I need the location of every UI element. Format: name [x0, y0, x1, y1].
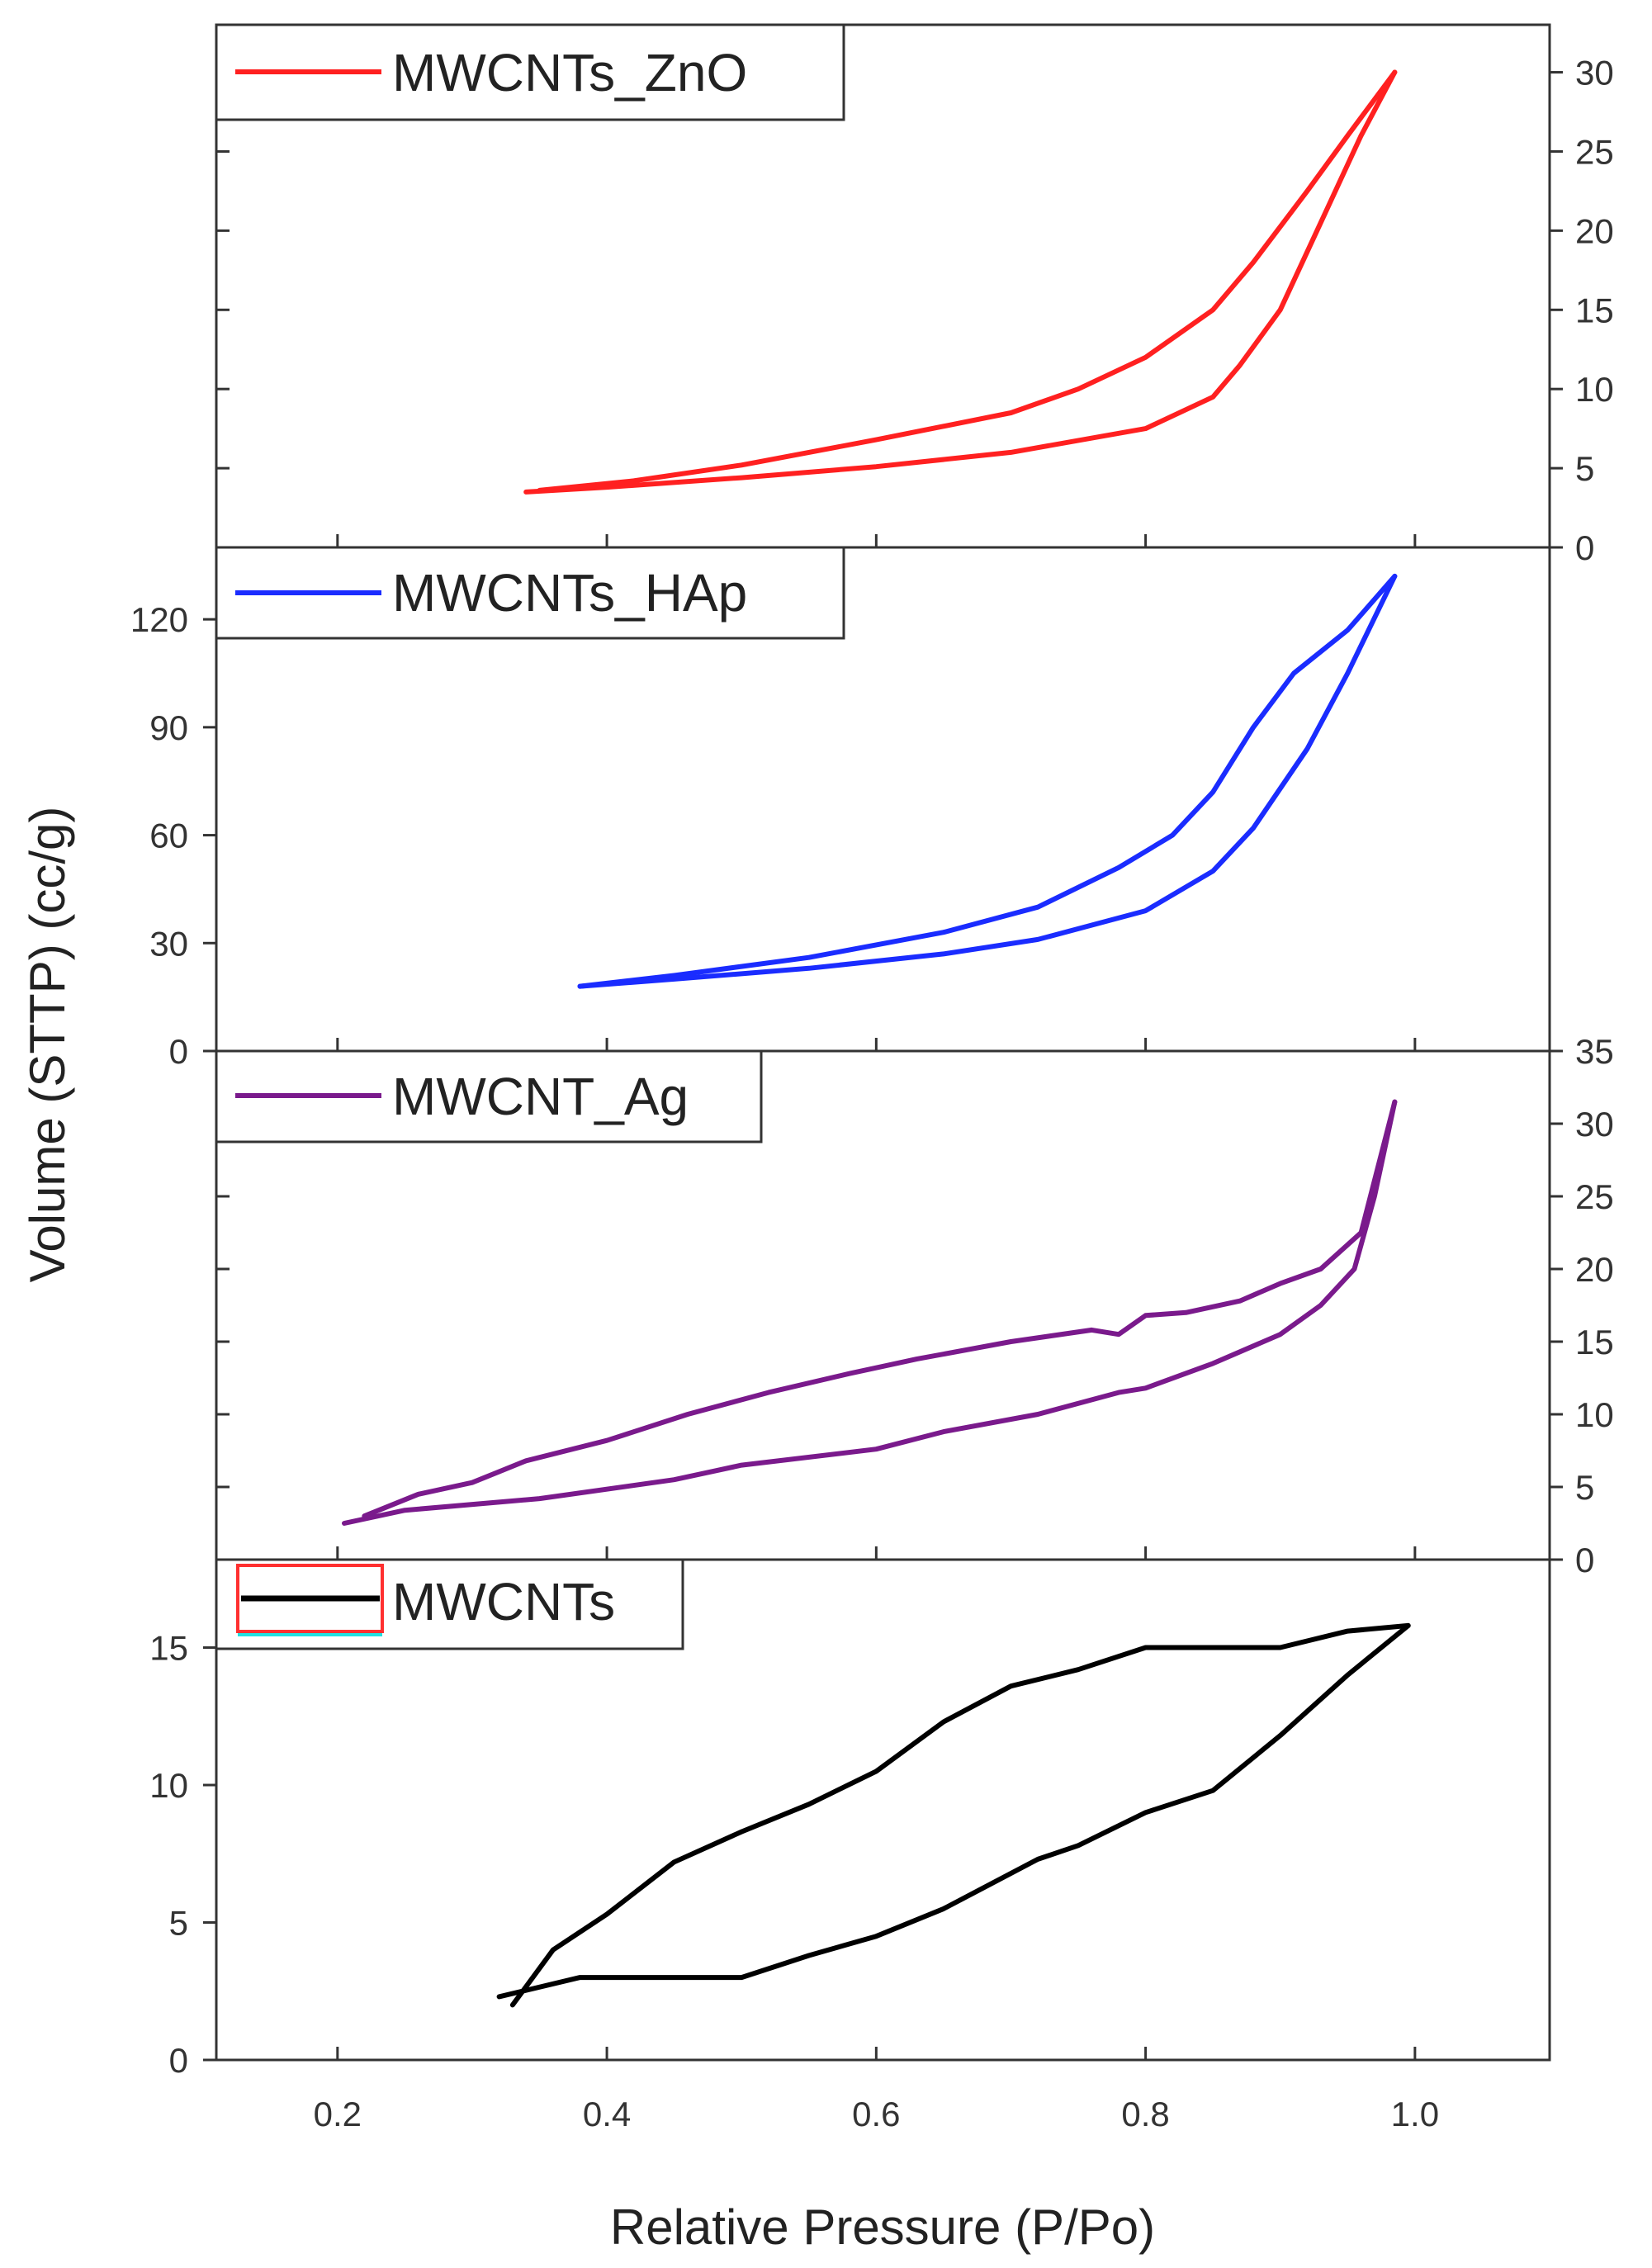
- series-desorption-line: [577, 573, 1398, 989]
- x-tick-label: 0.2: [314, 2095, 362, 2133]
- panel-mwcnts: 0 5 10 15 MWCNTs: [149, 1558, 1551, 2080]
- panel-ticks: 0 30 60 90 120: [130, 600, 1417, 1071]
- y-tick-label: 5: [169, 1904, 188, 1943]
- y-tick-label: 30: [149, 924, 188, 963]
- series-desorption-line: [362, 1099, 1398, 1519]
- legend-label: MWCNT_Ag: [392, 1067, 689, 1126]
- legend-label: MWCNTs: [392, 1572, 615, 1631]
- y-tick-label: 25: [1575, 132, 1614, 171]
- y-tick-label: 5: [1575, 1468, 1594, 1507]
- y-tick-label: 15: [1575, 291, 1614, 329]
- y-tick-label: 0: [169, 1032, 188, 1071]
- y-tick-label: 0: [1575, 528, 1594, 567]
- y-tick-label: 20: [1575, 1250, 1614, 1289]
- y-tick-label: 0: [169, 2041, 188, 2080]
- y-tick-label: 10: [1575, 370, 1614, 409]
- y-tick-label: 30: [1575, 1105, 1614, 1143]
- series-desorption-line: [509, 1622, 1411, 2008]
- series-adsorption-line: [496, 1622, 1411, 2000]
- y-tick-label: 15: [1575, 1323, 1614, 1361]
- y-tick-label: 35: [1575, 1032, 1614, 1071]
- panel-curves: [523, 69, 1398, 495]
- legend: MWCNTs_ZnO: [215, 23, 845, 121]
- panel-curves: [496, 1622, 1411, 2008]
- panel-ticks: 0 5 10 15: [149, 1629, 1417, 2080]
- panel-mwcnt-ag: 0 5 10 15 20 25 30 35 MWCNT_Ag: [215, 1032, 1614, 1579]
- series-adsorption-line: [342, 1099, 1398, 1526]
- legend-box: [215, 23, 845, 121]
- y-tick-label: 5: [1575, 449, 1594, 488]
- series-desorption-line: [537, 69, 1398, 493]
- y-tick-label: 60: [149, 817, 188, 855]
- y-tick-label: 25: [1575, 1177, 1614, 1216]
- x-tick-label: 1.0: [1391, 2095, 1439, 2133]
- legend-label: MWCNTs_HAp: [392, 563, 747, 623]
- panel-curves: [577, 573, 1398, 989]
- y-tick-label: 120: [130, 600, 188, 639]
- x-tick-label: 0.8: [1121, 2095, 1169, 2133]
- y-tick-label: 90: [149, 708, 188, 747]
- panel-ticks: 0 5 10 15 20 25 30: [216, 54, 1614, 567]
- y-tick-label: 10: [149, 1766, 188, 1805]
- x-tick-label: 0.6: [852, 2095, 900, 2133]
- y-tick-label: 30: [1575, 54, 1614, 92]
- legend: MWCNTs_HAp: [215, 546, 845, 640]
- panel-ticks: 0 5 10 15 20 25 30 35: [216, 1032, 1614, 1579]
- y-tick-label: 20: [1575, 211, 1614, 250]
- legend-label: MWCNTs_ZnO: [392, 43, 747, 102]
- panel-mwcnts-hap: 0 30 60 90 120 MWCNTs_HAp: [130, 546, 1551, 1071]
- y-tick-label: 0: [1575, 1541, 1594, 1579]
- legend: MWCNTs: [215, 1558, 684, 1650]
- y-tick-label: 15: [149, 1629, 188, 1668]
- x-axis-title: Relative Pressure (P/Po): [610, 2199, 1155, 2255]
- legend-marker-box: [236, 1564, 384, 1633]
- x-tick-labels: 0.2 0.4 0.6 0.8 1.0: [314, 2095, 1439, 2133]
- panel-mwcnts-zno: 0 5 10 15 20 25 30 MWCNTs_ZnO: [215, 23, 1614, 567]
- legend: MWCNT_Ag: [215, 1049, 763, 1143]
- y-axis-title: Volume (STTP) (cc/g): [20, 807, 75, 1283]
- y-tick-label: 10: [1575, 1395, 1614, 1434]
- panel-curves: [342, 1099, 1398, 1526]
- x-tick-label: 0.4: [583, 2095, 631, 2133]
- series-adsorption-line: [523, 69, 1398, 495]
- series-adsorption-line: [577, 573, 1398, 989]
